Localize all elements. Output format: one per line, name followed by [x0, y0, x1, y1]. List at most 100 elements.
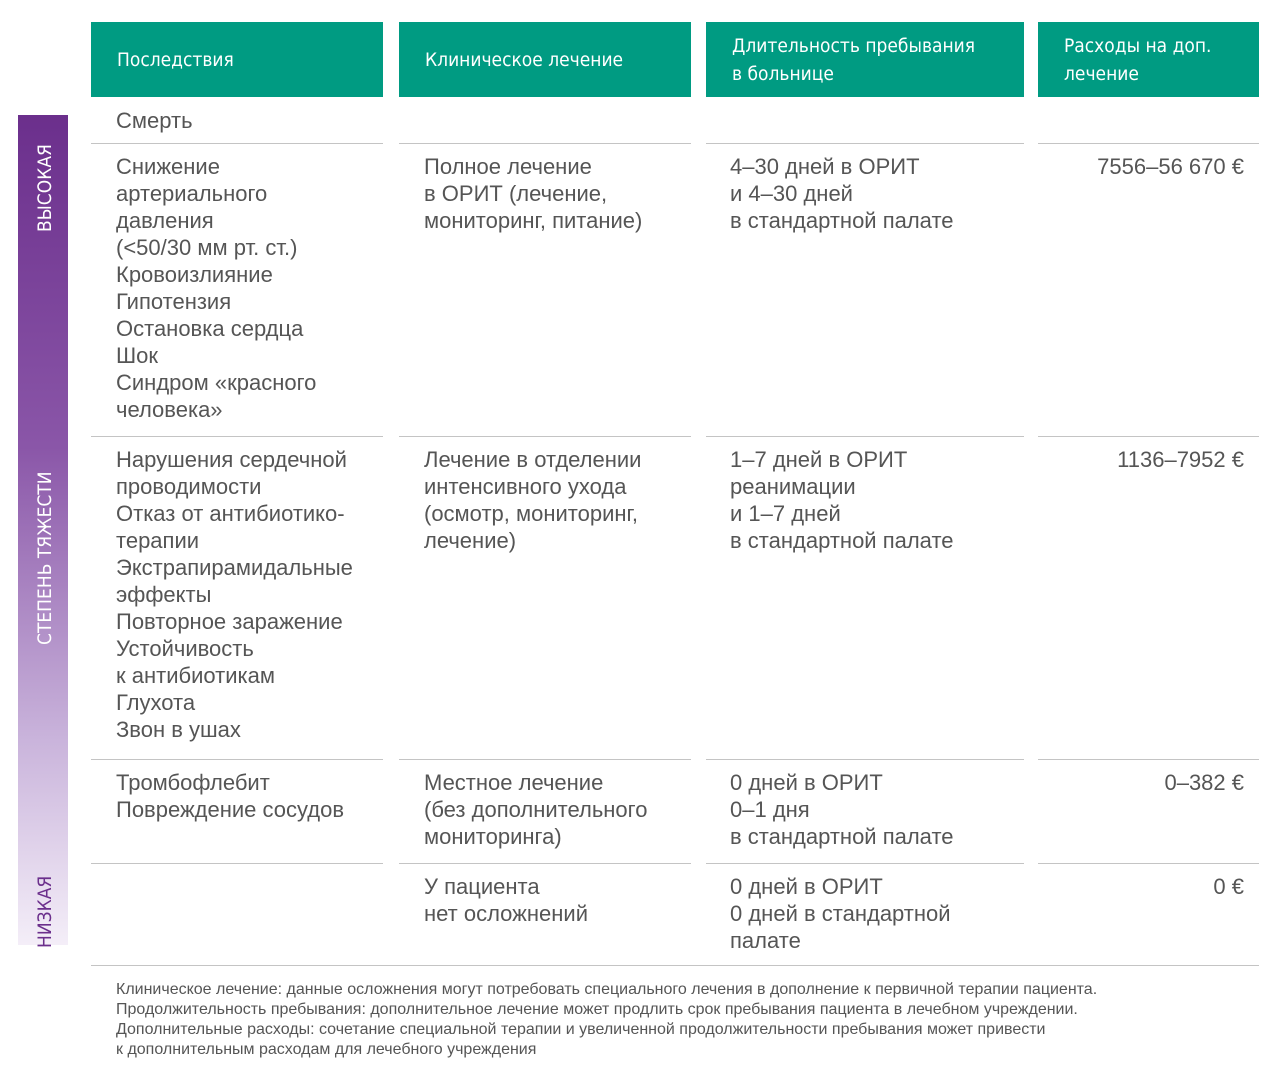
- row-rule: [706, 143, 1024, 144]
- row-rule: [91, 863, 383, 864]
- notes: Клиническое лечение: данные осложнения м…: [116, 980, 1097, 1060]
- cell-line: У пациента: [424, 874, 540, 899]
- cell-line: мониторинг, питание): [424, 208, 643, 233]
- cell-line: терапии: [116, 528, 200, 553]
- cell-line: (осмотр, мониторинг,: [424, 501, 638, 526]
- cell-line: палате: [730, 928, 801, 953]
- cell-line: к антибиотикам: [116, 663, 275, 688]
- row-rule: [91, 143, 383, 144]
- table-cell: Лечение в отделении интенсивного ухода (ос…: [424, 446, 641, 554]
- table-cell: 0 €: [1213, 873, 1244, 900]
- cell-line: нет осложнений: [424, 901, 588, 926]
- cell-line: 0–382 €: [1164, 770, 1244, 795]
- cell-line: Полное лечение: [424, 154, 592, 179]
- note-line: к дополнительным расходам для лечебного …: [116, 1041, 537, 1058]
- cell-line: Экстрапирамидальные: [116, 555, 353, 580]
- cell-line: Повреждение сосудов: [116, 797, 345, 822]
- row-rule: [399, 863, 691, 864]
- cell-line: давления: [116, 208, 214, 233]
- cell-line: Остановка сердца: [116, 316, 304, 341]
- footer-rule: [91, 965, 1259, 966]
- table-cell: Местное лечение (без дополнительного монит…: [424, 769, 647, 850]
- table-cell: У пациента нет осложнений: [424, 873, 588, 927]
- header-line: Клиническое лечение: [425, 48, 624, 71]
- cell-line: в стандартной палате: [730, 824, 954, 849]
- row-rule: [399, 143, 691, 144]
- row-rule: [91, 759, 383, 760]
- cell-line: Повторное заражение: [116, 609, 343, 634]
- table-cell: 4–30 дней в ОРИТ и 4–30 дней в стандартной…: [730, 153, 954, 234]
- header-line: Последствия: [117, 48, 234, 71]
- cell-line: Кровоизлияние: [116, 262, 273, 287]
- note-line: Дополнительные расходы: сочетание специа…: [116, 1021, 1046, 1038]
- cell-line: Синдром «красного: [116, 370, 317, 395]
- table-cell: Нарушения сердечной проводимости Отказ от …: [116, 446, 353, 743]
- cell-line: Снижение: [116, 154, 220, 179]
- table-cell: Снижение артериального давления (<50/30 мм …: [116, 153, 316, 423]
- cell-line: и 4–30 дней: [730, 181, 853, 206]
- table-cell: 0 дней в ОРИТ 0–1 дня в стандартной палате: [730, 769, 954, 850]
- cell-line: и 1–7 дней: [730, 501, 841, 526]
- cell-line: (<50/30 мм рт. ст.): [116, 235, 298, 260]
- cell-line: в стандартной палате: [730, 208, 954, 233]
- header-line: в больнице: [732, 62, 834, 85]
- cell-line: лечение): [424, 528, 517, 553]
- table-cell: Смерть: [116, 107, 193, 134]
- cell-line: в стандартной палате: [730, 528, 954, 553]
- cell-line: Местное лечение: [424, 770, 604, 795]
- cell-line: Устойчивость: [116, 636, 254, 661]
- cell-line: Лечение в отделении: [424, 447, 642, 472]
- note-line: Клиническое лечение: данные осложнения м…: [116, 981, 1098, 998]
- severity-low: НИЗКАЯ: [34, 875, 56, 948]
- header-line: Длительность пребывания: [732, 34, 976, 57]
- cell-line: 1–7 дней в ОРИТ: [730, 447, 908, 472]
- cell-line: интенсивного ухода: [424, 474, 627, 499]
- severity-label: СТЕПЕНЬ ТЯЖЕСТИ: [34, 471, 56, 645]
- table-cell: Тромбофлебит Повреждение сосудов: [116, 769, 344, 823]
- row-rule: [399, 436, 691, 437]
- table-cell: 0 дней в ОРИТ 0 дней в стандартной палате: [730, 873, 951, 954]
- table-cell: 1–7 дней в ОРИТ реанимации и 1–7 дней в ста…: [730, 446, 954, 554]
- header-cell: Расходы на доп. лечение: [1038, 22, 1259, 97]
- cell-line: реанимации: [730, 474, 856, 499]
- header-line: лечение: [1064, 62, 1139, 85]
- cell-line: 4–30 дней в ОРИТ: [730, 154, 920, 179]
- note-line: Продолжительность пребывания: дополнител…: [116, 1001, 1078, 1018]
- header-cell: Последствия: [91, 22, 383, 97]
- cell-line: Отказ от антибиотико-: [116, 501, 345, 526]
- cell-line: Нарушения сердечной: [116, 447, 347, 472]
- cell-line: Шок: [116, 343, 159, 368]
- header-cell: Клиническое лечение: [399, 22, 691, 97]
- cell-line: Тромбофлебит: [116, 770, 270, 795]
- table-cell: 0–382 €: [1164, 769, 1244, 796]
- cell-line: 7556–56 670 €: [1097, 154, 1244, 179]
- row-rule: [399, 759, 691, 760]
- cell-line: в ОРИТ (лечение,: [424, 181, 608, 206]
- table-cell: 1136–7952 €: [1117, 446, 1244, 473]
- cell-line: Смерть: [116, 108, 193, 133]
- table-cell: 7556–56 670 €: [1097, 153, 1244, 180]
- row-rule: [706, 759, 1024, 760]
- row-rule: [1038, 759, 1259, 760]
- cell-line: артериального: [116, 181, 268, 206]
- row-rule: [706, 436, 1024, 437]
- cell-line: Глухота: [116, 690, 196, 715]
- cell-line: мониторинга): [424, 824, 562, 849]
- cell-line: Звон в ушах: [116, 717, 241, 742]
- severity-high: ВЫСОКАЯ: [34, 144, 56, 232]
- row-rule: [706, 863, 1024, 864]
- cell-line: 1136–7952 €: [1117, 447, 1244, 472]
- cell-line: 0–1 дня: [730, 797, 810, 822]
- cell-line: проводимости: [116, 474, 262, 499]
- cell-line: Гипотензия: [116, 289, 232, 314]
- severity-bar: [18, 115, 68, 945]
- cell-line: эффекты: [116, 582, 212, 607]
- row-rule: [1038, 863, 1259, 864]
- cell-line: 0 €: [1213, 874, 1244, 899]
- cell-line: человека»: [116, 397, 223, 422]
- cell-line: (без дополнительного: [424, 797, 648, 822]
- header-line: Расходы на доп.: [1064, 34, 1212, 57]
- cell-line: 0 дней в стандартной: [730, 901, 951, 926]
- row-rule: [1038, 143, 1259, 144]
